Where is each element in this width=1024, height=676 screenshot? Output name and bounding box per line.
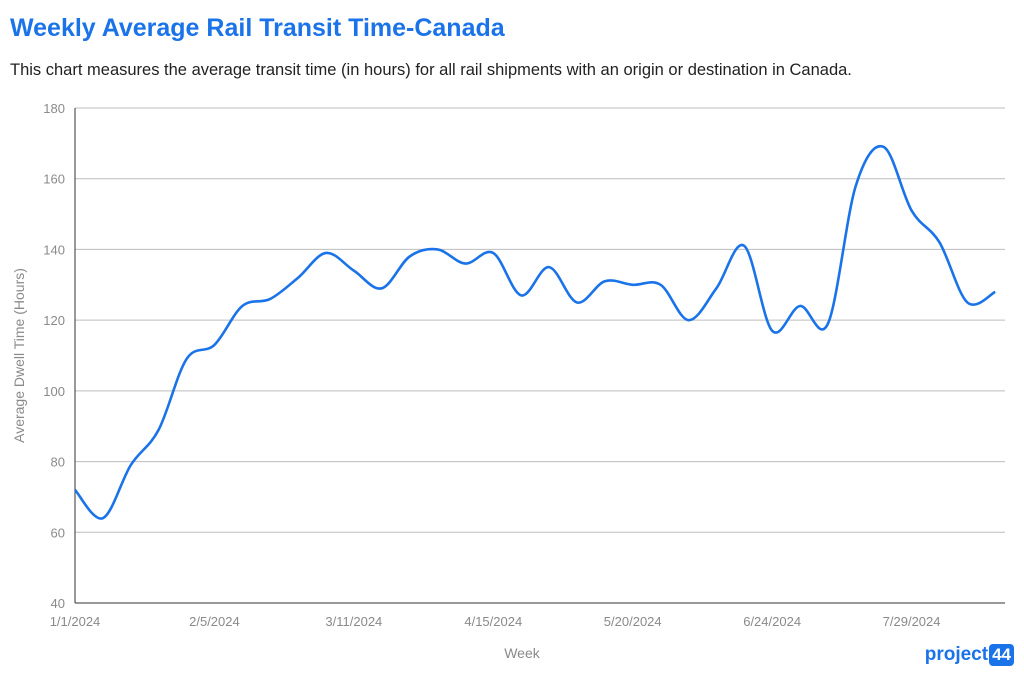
y-tick-label: 140	[43, 242, 65, 257]
project44-logo: project 44	[925, 644, 1014, 666]
chart-gridlines	[74, 107, 1005, 604]
chart-series	[73, 144, 996, 520]
y-tick-label: 100	[43, 384, 65, 399]
x-axis-title: Week	[504, 645, 541, 661]
y-tick-label: 160	[43, 172, 65, 187]
page-title: Weekly Average Rail Transit Time-Canada	[10, 14, 505, 42]
y-tick-label: 120	[43, 313, 65, 328]
y-axis-ticks: 40 60 80 100 120 140 160 180	[43, 101, 65, 611]
x-tick-label: 6/24/2024	[743, 614, 801, 629]
logo-text: project	[924, 644, 989, 665]
x-tick-label: 3/11/2024	[325, 614, 382, 629]
y-tick-label: 60	[51, 525, 65, 540]
logo-number: 44	[989, 644, 1014, 666]
y-tick-label: 80	[51, 455, 65, 470]
x-tick-label: 1/1/2024	[50, 614, 101, 629]
series-line	[73, 144, 996, 520]
y-axis-title: Average Dwell Time (Hours)	[11, 268, 27, 443]
x-tick-label: 7/29/2024	[883, 614, 941, 629]
x-tick-label: 5/20/2024	[604, 614, 662, 629]
x-tick-label: 4/15/2024	[464, 614, 522, 629]
x-axis-ticks: 1/1/2024 2/5/2024 3/11/2024 4/15/2024 5/20/2…	[50, 614, 941, 629]
y-tick-label: 180	[43, 101, 65, 116]
x-tick-label: 2/5/2024	[189, 614, 240, 629]
page-subtitle: This chart measures the average transit …	[10, 61, 852, 79]
y-tick-label: 40	[51, 596, 65, 611]
